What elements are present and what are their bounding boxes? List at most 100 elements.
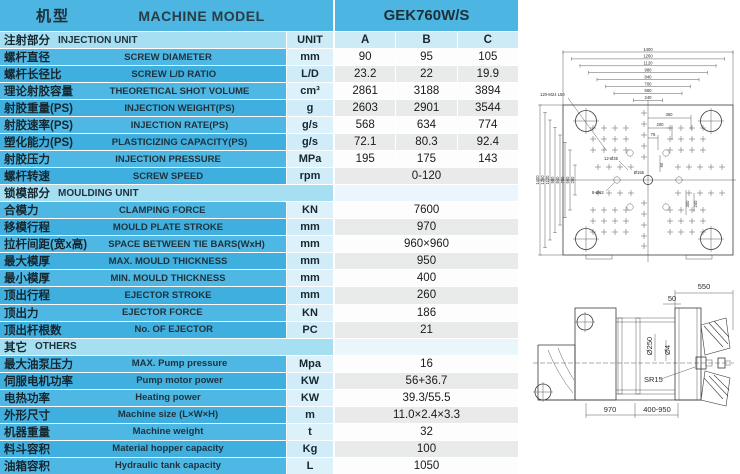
- core-pull-holes: [613, 149, 683, 211]
- spec-label-en: Heating power: [135, 392, 201, 404]
- dim-label: 1120: [643, 61, 653, 66]
- spec-row: 拉杆间距(宽x高) SPACE BETWEEN TIE BARS(WxH) mm 96…: [0, 235, 518, 253]
- spec-label: 理论射胶容量 THEORETICAL SHOT VOLUME: [0, 83, 286, 100]
- spec-unit: KN: [287, 202, 333, 219]
- spec-table: 机型 MACHINE MODEL GEK760W/S 注射部分 INJECTION…: [0, 0, 518, 474]
- spec-label-cn: 移模行程: [4, 222, 50, 235]
- spec-value: 3894: [456, 83, 518, 100]
- spec-label-en: MAX. MOULD THICKNESS: [108, 255, 228, 267]
- spec-values: 7600: [335, 202, 518, 219]
- spec-values: 16: [335, 355, 518, 372]
- spec-label-cn: 螺杆长径比: [4, 69, 62, 82]
- spec-unit: g/s: [287, 117, 333, 134]
- spec-values: 260: [335, 287, 518, 304]
- section-row: 注射部分 INJECTION UNIT UNIT A B C: [0, 31, 518, 49]
- spec-values: 11.0×2.4×3.3: [335, 406, 518, 423]
- spec-unit: rpm: [287, 168, 333, 185]
- spec-unit: Mpa: [287, 355, 333, 372]
- spec-label-cn: 顶出力: [4, 307, 39, 320]
- spec-label-cn: 塑化能力(PS): [4, 137, 73, 150]
- spec-value: 80.3: [395, 134, 457, 151]
- spec-label: 机器重量 Machine weight: [0, 423, 286, 440]
- spec-label-en: SCREW DIAMETER: [124, 51, 212, 63]
- spec-row: 射胶压力 INJECTION PRESSURE MPa 195 175 143: [0, 150, 518, 168]
- spec-unit: mm: [287, 219, 333, 236]
- spec-unit: mm: [287, 49, 333, 66]
- spec-label-en: MIN. MOULD THICKNESS: [110, 272, 226, 284]
- spec-label-en: SCREW L/D RATIO: [131, 68, 217, 80]
- spec-column-header: A: [335, 32, 396, 49]
- dim-sr15: SR15: [644, 375, 663, 384]
- spec-values: 970: [335, 219, 518, 236]
- spec-label: 射胶压力 INJECTION PRESSURE: [0, 151, 286, 168]
- spec-label-cn: 外形尺寸: [4, 409, 50, 422]
- spec-unit: L: [287, 457, 333, 474]
- spec-label: 射胶速率(PS) INJECTION RATE(PS): [0, 117, 286, 134]
- spec-label-cn: 油箱容积: [4, 460, 50, 473]
- spec-row: 螺杆长径比 SCREW L/D RATIO L/D 23.2 22 19.9: [0, 65, 518, 83]
- spec-unit: Kg: [287, 440, 333, 457]
- spec-value-span: 56+36.7: [335, 372, 518, 389]
- spec-label-en: INJECTION RATE(PS): [130, 119, 229, 131]
- thread-callout-label: 120-M24 L50: [540, 92, 565, 97]
- spec-row: 塑化能力(PS) PLASTICIZING CAPACITY(PS) g/s 72.1…: [0, 133, 518, 151]
- machine-model-label-cell: 机型 MACHINE MODEL: [0, 0, 335, 31]
- spec-unit: mm: [287, 236, 333, 253]
- spec-value: 22: [395, 66, 457, 83]
- spec-label-cn: 射胶压力: [4, 154, 50, 167]
- spec-row: 最大模厚 MAX. MOULD THICKNESS mm 950: [0, 252, 518, 270]
- spec-label-cn: 最小模厚: [4, 273, 50, 286]
- spec-unit: cm³: [287, 83, 333, 100]
- spec-value: 774: [456, 117, 518, 134]
- section-filler: [335, 185, 518, 202]
- spec-value: 195: [335, 151, 396, 168]
- spec-values: 1050: [335, 457, 518, 474]
- spec-label-cn: 顶出行程: [4, 290, 50, 303]
- spec-row: 射胶速率(PS) INJECTION RATE(PS) g/s 568 634 774: [0, 116, 518, 134]
- spec-label: 伺服电机功率 Pump motor power: [0, 372, 286, 389]
- dim-970: 970: [604, 405, 617, 414]
- spec-value-span: 260: [335, 287, 518, 304]
- spec-table-rows: 注射部分 INJECTION UNIT UNIT A B C 螺杆直径 SCREW DIAME…: [0, 31, 518, 474]
- spec-label: 螺杆直径 SCREW DIAMETER: [0, 49, 286, 66]
- hole-callout-a-label: 12-Ø35: [604, 156, 619, 161]
- spec-value: 23.2: [335, 66, 396, 83]
- spec-row: 油箱容积 Hydraulic tank capacity L 1050: [0, 456, 518, 474]
- spec-value-span: 400: [335, 270, 518, 287]
- dim-label: 1260: [540, 175, 545, 185]
- dim-step-50: 50: [659, 162, 664, 167]
- spec-values: 90 95 105: [335, 49, 518, 66]
- spec-row: 料斗容积 Material hopper capacity Kg 100: [0, 439, 518, 457]
- spec-column-header: B: [395, 32, 457, 49]
- spec-value: 2603: [335, 100, 396, 117]
- spec-label-en: THEORETICAL SHOT VOLUME: [109, 85, 250, 97]
- spec-value-span: 0-120: [335, 168, 518, 185]
- spec-value-span: 186: [335, 304, 518, 321]
- spec-unit: PC: [287, 321, 333, 338]
- dim-step-200: 200: [657, 122, 665, 127]
- hole-callout-b-label: 8-Ø63: [592, 190, 604, 195]
- spec-label: 外形尺寸 Machine size (L×W×H): [0, 406, 286, 423]
- spec-label-cn: 最大油泵压力: [4, 358, 73, 371]
- spec-row: 合模力 CLAMPING FORCE KN 7600: [0, 201, 518, 219]
- spec-label: 螺杆转速 SCREW SPEED: [0, 168, 286, 185]
- front-view-callouts: 120-M24 L50 12-Ø35 Ø155 8-Ø63: [540, 92, 645, 195]
- spec-value: 105: [456, 49, 518, 66]
- spec-value: 92.4: [456, 134, 518, 151]
- dim-d4: Ø4: [663, 345, 672, 355]
- spec-row: 顶出杆根数 No. OF EJECTOR PC 21: [0, 320, 518, 338]
- dim-step-75: 75: [651, 132, 656, 137]
- spec-label: 射胶重量(PS) INJECTION WEIGHT(PS): [0, 100, 286, 117]
- spec-label-en: SCREW SPEED: [132, 170, 204, 182]
- spec-label: 顶出行程 EJECTOR STROKE: [0, 287, 286, 304]
- spec-label-cn: 顶出杆根数: [4, 324, 62, 337]
- section-label-en: INJECTION UNIT: [58, 34, 138, 46]
- dim-400-950: 400-950: [643, 405, 671, 414]
- spec-row: 顶出力 EJECTOR FORCE KN 186: [0, 303, 518, 321]
- dim-label: 280: [570, 176, 575, 184]
- dim-550: 550: [698, 282, 711, 291]
- spec-values: 2603 2901 3544: [335, 100, 518, 117]
- dim-label: 1400: [643, 47, 653, 52]
